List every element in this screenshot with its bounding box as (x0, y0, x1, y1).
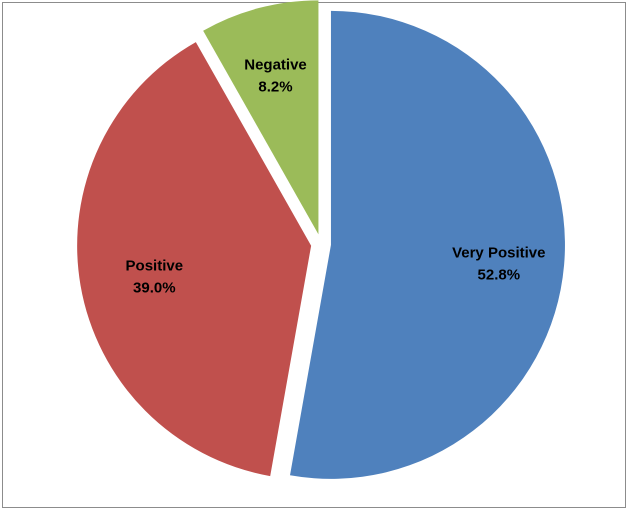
pie-slices (77, 0, 565, 479)
slice-label-negative: Negative (244, 56, 307, 73)
slice-value-very-positive: 52.8% (478, 267, 521, 284)
pie-slice-negative (203, 0, 319, 235)
slice-value-negative: 8.2% (258, 78, 292, 95)
slice-label-very-positive: Very Positive (452, 245, 545, 262)
slice-value-positive: 39.0% (133, 280, 176, 297)
pie-slice-very-positive (290, 10, 565, 479)
pie-slice-positive (77, 42, 312, 477)
slice-label-positive: Positive (126, 258, 184, 275)
pie-labels: Very Positive 52.8% Positive 39.0% Negative 8… (126, 56, 546, 296)
